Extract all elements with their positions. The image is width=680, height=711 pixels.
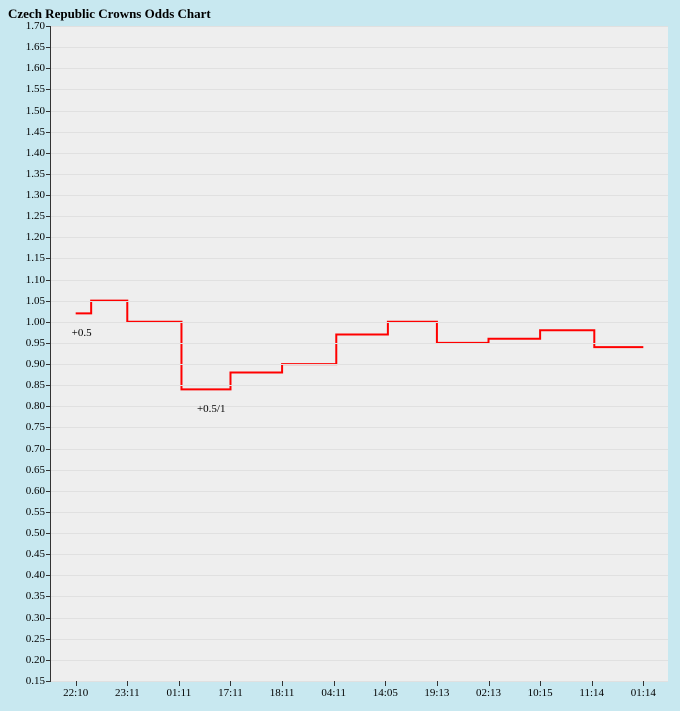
y-axis-label: 0.25 xyxy=(26,633,51,645)
grid-line xyxy=(51,216,668,217)
y-axis-label: 0.50 xyxy=(26,527,51,539)
y-axis-label: 0.75 xyxy=(26,421,51,433)
y-axis-label: 0.40 xyxy=(26,569,51,581)
y-axis-label: 1.35 xyxy=(26,168,51,180)
y-axis-label: 1.60 xyxy=(26,62,51,74)
y-axis-label: 0.70 xyxy=(26,443,51,455)
grid-line xyxy=(51,343,668,344)
grid-line xyxy=(51,533,668,534)
y-axis-label: 1.40 xyxy=(26,147,51,159)
y-axis-label: 1.00 xyxy=(26,316,51,328)
y-axis-label: 1.20 xyxy=(26,231,51,243)
chart-annotation: +0.5 xyxy=(72,327,92,339)
grid-line xyxy=(51,47,668,48)
odds-chart: 0.150.200.250.300.350.400.450.500.550.60… xyxy=(50,26,668,682)
grid-line xyxy=(51,639,668,640)
y-axis-label: 0.35 xyxy=(26,590,51,602)
y-axis-label: 1.55 xyxy=(26,83,51,95)
y-axis-label: 0.60 xyxy=(26,485,51,497)
y-axis-label: 1.70 xyxy=(26,20,51,32)
y-axis-label: 0.30 xyxy=(26,612,51,624)
x-axis-label: 19:13 xyxy=(424,681,449,699)
grid-line xyxy=(51,89,668,90)
y-axis-label: 1.25 xyxy=(26,210,51,222)
grid-line xyxy=(51,301,668,302)
y-axis-label: 0.85 xyxy=(26,379,51,391)
x-axis-label: 02:13 xyxy=(476,681,501,699)
grid-line xyxy=(51,195,668,196)
y-axis-label: 0.90 xyxy=(26,358,51,370)
grid-line xyxy=(51,681,668,682)
y-axis-label: 0.80 xyxy=(26,400,51,412)
grid-line xyxy=(51,449,668,450)
y-axis-label: 0.95 xyxy=(26,337,51,349)
grid-line xyxy=(51,174,668,175)
y-axis-label: 1.45 xyxy=(26,126,51,138)
grid-line xyxy=(51,237,668,238)
x-axis-label: 23:11 xyxy=(115,681,140,699)
x-axis-label: 01:14 xyxy=(631,681,656,699)
grid-line xyxy=(51,26,668,27)
y-axis-label: 1.30 xyxy=(26,189,51,201)
grid-line xyxy=(51,68,668,69)
grid-line xyxy=(51,491,668,492)
x-axis-label: 01:11 xyxy=(167,681,192,699)
chart-annotation: +0.5/1 xyxy=(197,403,226,415)
grid-line xyxy=(51,618,668,619)
y-axis-label: 0.55 xyxy=(26,506,51,518)
y-axis-label: 0.20 xyxy=(26,654,51,666)
chart-title: Czech Republic Crowns Odds Chart xyxy=(0,0,680,26)
y-axis-label: 0.15 xyxy=(26,675,51,687)
odds-step-line xyxy=(51,26,668,681)
x-axis-label: 11:14 xyxy=(579,681,604,699)
grid-line xyxy=(51,385,668,386)
x-axis-label: 10:15 xyxy=(528,681,553,699)
grid-line xyxy=(51,111,668,112)
x-axis-label: 18:11 xyxy=(270,681,295,699)
y-axis-label: 1.65 xyxy=(26,41,51,53)
grid-line xyxy=(51,258,668,259)
x-axis-label: 22:10 xyxy=(63,681,88,699)
x-axis-label: 04:11 xyxy=(321,681,346,699)
grid-line xyxy=(51,512,668,513)
grid-line xyxy=(51,575,668,576)
grid-line xyxy=(51,660,668,661)
grid-line xyxy=(51,153,668,154)
grid-line xyxy=(51,596,668,597)
y-axis-label: 0.65 xyxy=(26,464,51,476)
grid-line xyxy=(51,427,668,428)
grid-line xyxy=(51,132,668,133)
grid-line xyxy=(51,280,668,281)
y-axis-label: 1.10 xyxy=(26,274,51,286)
y-axis-label: 0.45 xyxy=(26,548,51,560)
grid-line xyxy=(51,554,668,555)
x-axis-label: 14:05 xyxy=(373,681,398,699)
grid-line xyxy=(51,470,668,471)
grid-line xyxy=(51,364,668,365)
y-axis-label: 1.05 xyxy=(26,295,51,307)
grid-line xyxy=(51,322,668,323)
y-axis-label: 1.15 xyxy=(26,252,51,264)
y-axis-label: 1.50 xyxy=(26,105,51,117)
grid-line xyxy=(51,406,668,407)
x-axis-label: 17:11 xyxy=(218,681,243,699)
